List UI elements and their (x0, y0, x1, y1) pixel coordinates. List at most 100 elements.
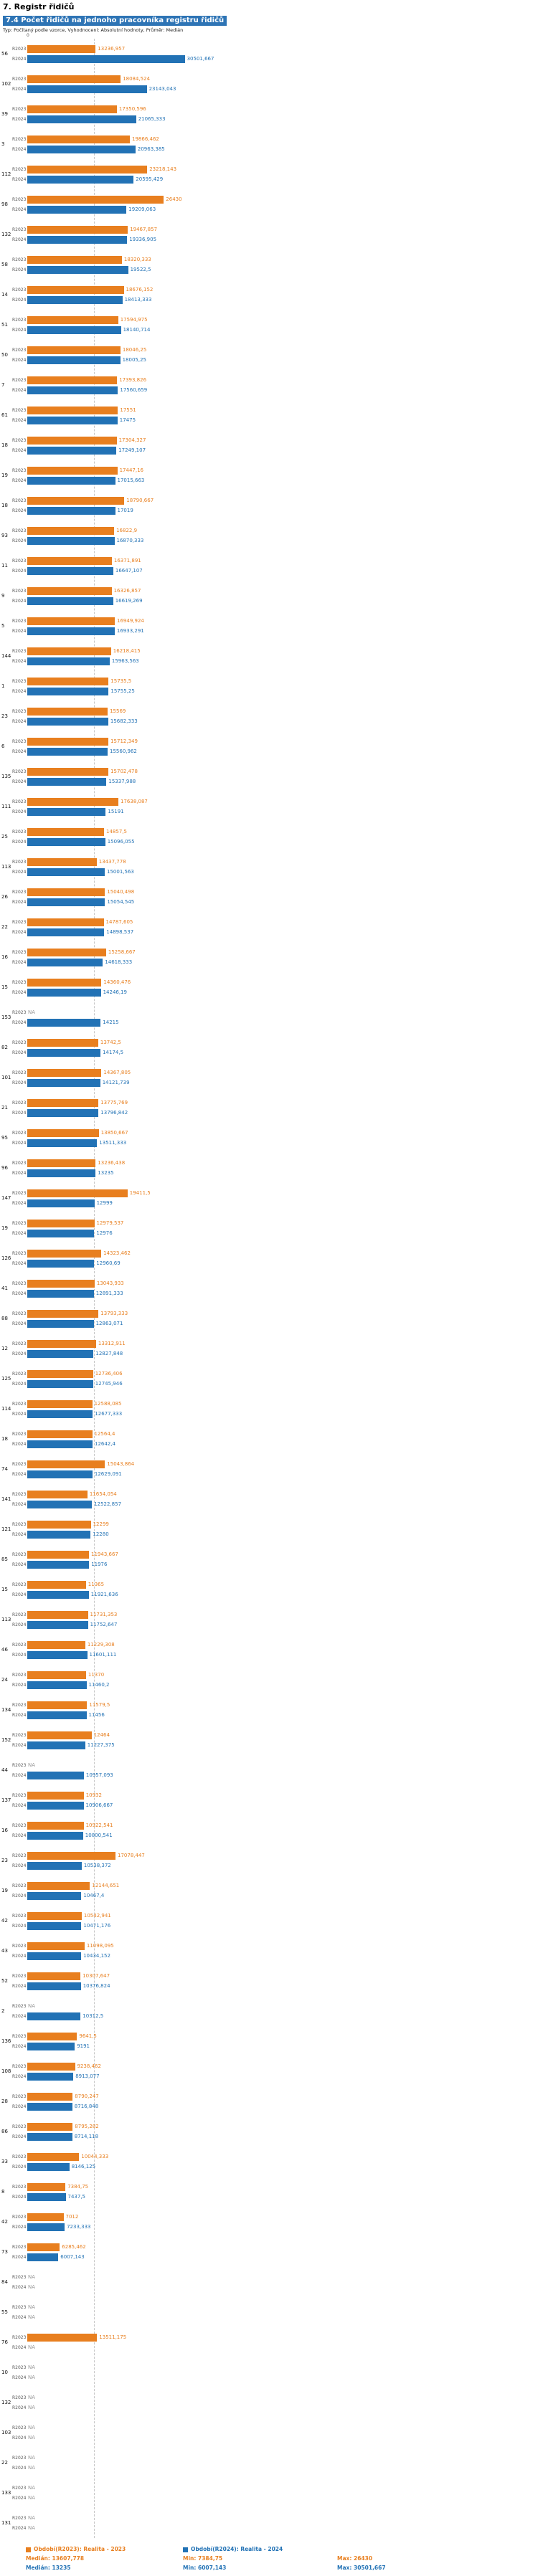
group-row: 42 R2023 10542,941 R2024 10471,176 (0, 1906, 538, 1936)
bar-row-r2023: R2023 12588,085 (12, 1399, 538, 1409)
bar-r2024 (27, 2042, 75, 2050)
bar-r2024 (27, 1379, 93, 1388)
bar-r2024 (27, 175, 134, 184)
bar-value-r2024: 10471,176 (83, 1923, 111, 1929)
series-label-r2023: R2023 (12, 919, 27, 925)
bar-r2023 (27, 285, 124, 294)
bar-pair: R2023 15569 R2024 15682,333 (12, 706, 538, 726)
bar-row-r2023: R2023 13437,778 (12, 857, 538, 867)
group-code: 42 (1, 2219, 8, 2225)
group-code: 18 (1, 503, 8, 508)
bar-pair: R2023 13742,5 R2024 14174,5 (12, 1037, 538, 1058)
bar-r2024 (27, 506, 115, 515)
series-label-r2024: R2024 (12, 1381, 27, 1387)
bar-r2023 (27, 827, 104, 836)
bar-value-r2024: 16870,333 (116, 538, 144, 543)
bar-row-r2024: R2024 12522,857 (12, 1499, 538, 1509)
series-label-r2024: R2024 (12, 1923, 27, 1929)
bar-value-r2023: 13775,769 (100, 1100, 128, 1106)
series-label-r2024: R2024 (12, 86, 27, 92)
series-label-r2023: R2023 (12, 1100, 27, 1106)
series-label-r2024: R2024 (12, 237, 27, 242)
group-code: 134 (1, 1707, 11, 1713)
na-label-r2024: NA (28, 2405, 36, 2410)
series-label-r2023: R2023 (12, 889, 27, 895)
series-label-r2024: R2024 (12, 1863, 27, 1868)
bar-r2023 (27, 105, 117, 113)
bar-value-r2024: 12960,69 (96, 1260, 121, 1266)
bar-r2024 (27, 1891, 82, 1900)
bar-value-r2023: 8795,282 (75, 2124, 99, 2129)
bar-row-r2023: R2023 7384,75 (12, 2182, 538, 2192)
bar-pair: R2023 9238,462 R2024 8913,077 (12, 2061, 538, 2081)
series-label-r2024: R2024 (12, 598, 27, 604)
bar-value-r2024: 19209,063 (128, 206, 156, 212)
bar-r2024 (27, 536, 115, 545)
bar-pair: R2023 17638,087 R2024 15191 (12, 797, 538, 817)
group-row: 10 R2023 NA R2024 NA (0, 2357, 538, 2387)
bar-r2023 (27, 165, 148, 174)
group-code: 144 (1, 653, 11, 659)
series-label-r2023: R2023 (12, 136, 27, 142)
bar-pair: R2023 16371,891 R2024 16647,107 (12, 556, 538, 576)
group-row: 132 R2023 NA R2024 NA (0, 2387, 538, 2418)
bar-r2023 (27, 707, 108, 716)
bar-value-r2024: 11601,111 (89, 1652, 117, 1658)
series-label-r2024: R2024 (12, 839, 27, 845)
series-label-r2024: R2024 (12, 1742, 27, 1748)
bar-row-r2023: R2023 17078,447 (12, 1850, 538, 1860)
bar-pair: R2023 NA R2024 10957,093 (12, 1760, 538, 1780)
bar-pair: R2023 NA R2024 NA (12, 2392, 538, 2413)
bar-row-r2024: R2024 11921,636 (12, 1589, 538, 1600)
group-row: 95 R2023 13850,667 R2024 13511,333 (0, 1123, 538, 1153)
bar-value-r2023: 12736,406 (95, 1371, 123, 1377)
bar-value-r2023: 18790,667 (126, 498, 154, 503)
group-row: 74 R2023 15043,864 R2024 12629,091 (0, 1454, 538, 1484)
series-label-r2024: R2024 (12, 447, 27, 453)
series-label-r2024: R2024 (12, 1140, 27, 1146)
bar-r2024 (27, 898, 105, 906)
bar-r2023 (27, 797, 118, 806)
group-row: 134 R2023 11579,5 R2024 11456 (0, 1695, 538, 1725)
bar-pair: R2023 11731,353 R2024 11752,647 (12, 1610, 538, 1630)
bar-value-r2023: 16822,9 (116, 528, 138, 533)
group-row: 11 R2023 16371,891 R2024 16647,107 (0, 551, 538, 581)
series-label-r2023: R2023 (12, 1732, 27, 1738)
bar-value-r2023: 12979,537 (96, 1220, 124, 1226)
bar-r2024 (27, 868, 105, 876)
bar-row-r2024: R2024 8716,848 (12, 2101, 538, 2111)
series-label-r2023: R2023 (12, 2063, 27, 2069)
group-code: 131 (1, 2520, 11, 2526)
series-label-r2024: R2024 (12, 176, 27, 182)
series-label-r2024: R2024 (12, 2435, 27, 2440)
chart-meta: Typ: Počítaný podle vzorce, Vyhodnocení:… (3, 27, 184, 33)
bar-row-r2024: R2024 11976 (12, 1559, 538, 1569)
bar-r2024 (27, 1771, 84, 1779)
page-title: 7. Registr řidičů (3, 2, 75, 11)
series-label-r2024: R2024 (12, 146, 27, 152)
na-label-r2023: NA (28, 2455, 36, 2461)
bar-r2023 (27, 647, 111, 655)
bar-pair: R2023 15712,349 R2024 15560,962 (12, 736, 538, 756)
bar-value-r2024: 12629,091 (94, 1471, 122, 1477)
group-row: 3 R2023 19866,462 R2024 20963,385 (0, 129, 538, 159)
bar-r2023 (27, 556, 112, 565)
series-label-r2024: R2024 (12, 1893, 27, 1898)
bar-value-r2024: 15096,055 (107, 839, 135, 845)
series-label-r2024: R2024 (12, 1110, 27, 1116)
group-row: 144 R2023 16218,415 R2024 15963,563 (0, 641, 538, 671)
series-label-r2024: R2024 (12, 2314, 27, 2320)
na-label-r2024: NA (28, 2465, 36, 2471)
bar-row-r2024: R2024 17560,659 (12, 385, 538, 395)
bar-r2024 (27, 657, 110, 665)
bar-row-r2023: R2023 14787,605 (12, 917, 538, 927)
bar-r2024 (27, 1711, 87, 1719)
bar-row-r2023: R2023 NA (12, 2513, 538, 2523)
group-code: 16 (1, 954, 8, 960)
na-label-r2023: NA (28, 1009, 36, 1015)
series-label-r2023: R2023 (12, 738, 27, 744)
group-row: 15 R2023 11365 R2024 11921,636 (0, 1574, 538, 1605)
bar-r2023 (27, 1911, 82, 1920)
bar-row-r2023: R2023 23218,143 (12, 164, 538, 174)
group-row: 114 R2023 12588,085 R2024 12677,333 (0, 1394, 538, 1424)
